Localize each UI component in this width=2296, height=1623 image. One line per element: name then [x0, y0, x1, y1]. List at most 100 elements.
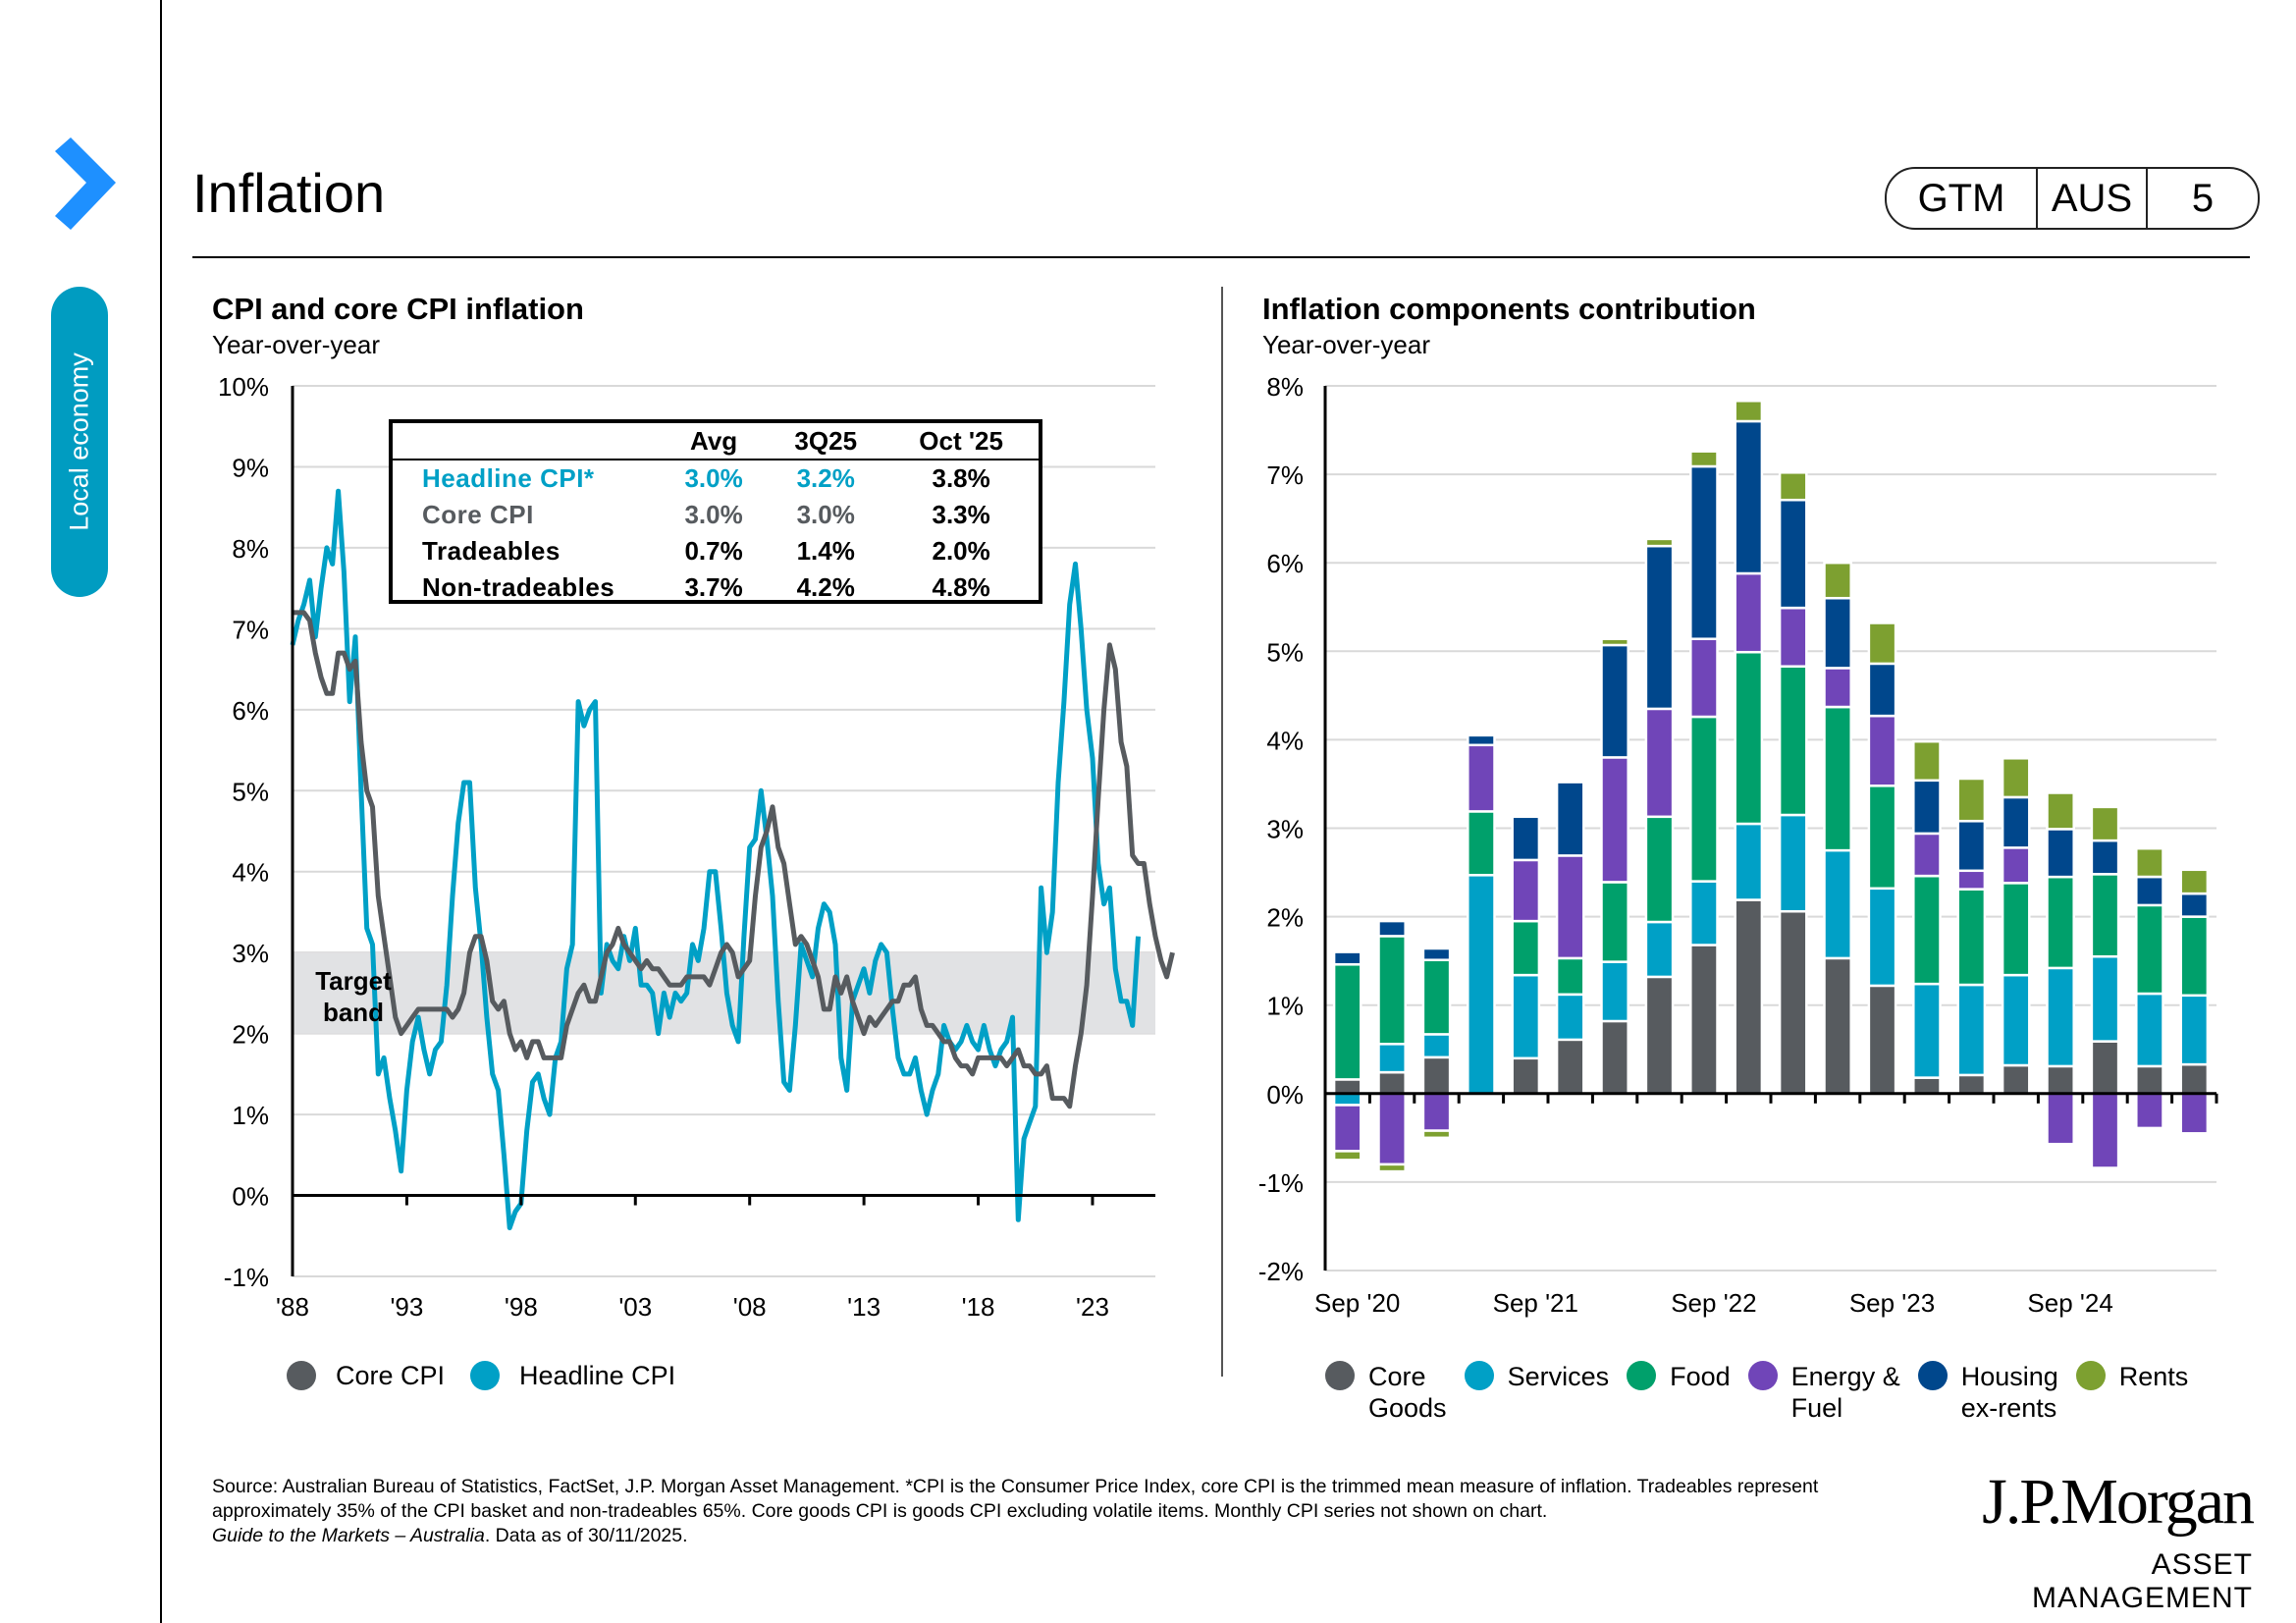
x-axis-labels: '88 '93 '98 '03 '08 '13 '18 '23: [276, 1292, 1109, 1322]
badge-page-number: 5: [2191, 176, 2215, 220]
bar-segment-services: [1555, 993, 1585, 1042]
cell: 2.0%: [932, 536, 990, 566]
chevron-right-icon[interactable]: [39, 137, 128, 236]
bar-segment-services: [1644, 920, 1675, 979]
bar-segment-housing-ex-rents: [1689, 464, 1719, 640]
stats-col-avg: Avg: [660, 423, 769, 460]
bar-segment-services: [1867, 887, 1897, 988]
legend-swatch: [287, 1361, 316, 1390]
section-tab-local-economy[interactable]: Local economy: [51, 287, 108, 597]
bar-segment-food: [1867, 784, 1897, 891]
legend-swatch: [1747, 1361, 1778, 1390]
bar-stack: [1467, 733, 1496, 1096]
bar-segment-food: [1377, 935, 1407, 1046]
bar-stack: [2001, 757, 2031, 1096]
bar-segment-core-goods: [1600, 1019, 1629, 1096]
bar-segment-core-goods: [1332, 1078, 1362, 1096]
legend-item-services: Services: [1464, 1361, 1610, 1392]
left-chart-subtitle: Year-over-year: [212, 330, 381, 359]
bar-segment-food: [1823, 705, 1852, 852]
bar-segment-housing-ex-rents: [1867, 662, 1897, 718]
bar-stack: [1555, 781, 1585, 1096]
row-label: Non-tradeables: [422, 572, 615, 602]
legend-label: Housing ex-rents: [1960, 1362, 2058, 1423]
stats-col-label: [393, 423, 660, 460]
legend-item-housing-ex-rents: Housing ex-rents: [1917, 1361, 2058, 1424]
y-tick-label: 7%: [1266, 460, 1304, 490]
bar-segment-energy-fuel: [1734, 571, 1764, 654]
bar-segment-services: [1734, 822, 1764, 901]
bar-segment-housing-ex-rents: [1912, 779, 1942, 836]
bar-segment-energy-fuel: [1467, 743, 1496, 813]
bar-segment-rents: [2090, 805, 2120, 842]
y-tick-label: 9%: [232, 453, 269, 482]
stats-row-non-tradeables: Non-tradeables 3.7% 4.2% 4.8%: [393, 569, 1039, 606]
bar-segment-energy-fuel: [2090, 1092, 2120, 1169]
chart-divider: [1221, 287, 1223, 1377]
stacked-bars: [1332, 400, 2210, 1173]
bar-segment-housing-ex-rents: [1421, 947, 1452, 961]
bar-stack: [1689, 450, 1719, 1096]
bar-segment-energy-fuel: [1912, 832, 1942, 878]
bar-segment-core-goods: [2001, 1063, 2031, 1096]
axes: [291, 386, 1155, 1276]
bar-segment-services: [1332, 1092, 1362, 1107]
bar-segment-housing-ex-rents: [2090, 839, 2120, 876]
cell: 4.8%: [932, 572, 990, 602]
bar-segment-energy-fuel: [2046, 1092, 2075, 1146]
bar-segment-rents: [1600, 637, 1629, 647]
bar-segment-core-goods: [2090, 1040, 2120, 1096]
guide-note: Guide to the Markets – Australia. Data a…: [212, 1524, 1900, 1548]
bar-segment-services: [2046, 966, 2075, 1068]
bar-segment-core-goods: [1912, 1076, 1942, 1096]
bar-segment-rents: [1912, 739, 1942, 783]
bar-segment-rents: [2001, 757, 2031, 799]
bar-segment-core-goods: [2179, 1062, 2210, 1096]
legend-item-core-cpi: Core CPI: [287, 1361, 445, 1391]
bar-segment-energy-fuel: [1555, 854, 1585, 960]
bar-segment-energy-fuel: [1421, 1092, 1452, 1132]
bar-segment-energy-fuel: [2135, 1092, 2164, 1130]
bar-segment-services: [2135, 992, 2164, 1068]
bar-stack: [1511, 815, 1541, 1096]
bar-segment-housing-ex-rents: [1600, 643, 1629, 759]
bar-segment-food: [1555, 956, 1585, 997]
bar-segment-core-goods: [1778, 909, 1808, 1096]
cell: 3.0%: [684, 463, 743, 493]
bar-stack: [1823, 561, 1852, 1096]
y-tick-label: -1%: [224, 1263, 269, 1292]
bar-segment-services: [1689, 880, 1719, 947]
right-chart-title: Inflation components contribution: [1262, 292, 1756, 326]
bar-segment-food: [1467, 810, 1496, 877]
bar-segment-housing-ex-rents: [1377, 919, 1407, 938]
x-tick-label: '88: [276, 1292, 309, 1322]
bar-segment-energy-fuel: [1644, 707, 1675, 819]
bar-segment-food: [2179, 915, 2210, 998]
y-tick-label: -2%: [1258, 1257, 1304, 1286]
bar-segment-housing-ex-rents: [1956, 820, 1987, 873]
bar-segment-housing-ex-rents: [1644, 544, 1675, 711]
target-band-label: band: [323, 998, 384, 1027]
bar-segment-services: [2001, 973, 2031, 1067]
bar-segment-food: [1511, 919, 1541, 977]
bar-segment-food: [1689, 715, 1719, 883]
bar-segment-energy-fuel: [1956, 869, 1987, 891]
bar-segment-core-goods: [1867, 984, 1897, 1096]
bar-stack: [2090, 805, 2120, 1169]
y-tick-label: 0%: [1266, 1080, 1304, 1109]
stats-row-core: Core CPI 3.0% 3.0% 3.3%: [393, 497, 1039, 533]
bar-stack: [1912, 739, 1942, 1096]
bar-segment-food: [2090, 873, 2120, 958]
bar-segment-services: [1600, 960, 1629, 1023]
y-tick-label: 2%: [232, 1020, 269, 1050]
bar-segment-food: [1734, 650, 1764, 826]
legend-swatch: [2075, 1361, 2106, 1390]
legend-item-headline-cpi: Headline CPI: [470, 1361, 675, 1391]
y-tick-label: 3%: [232, 939, 269, 968]
bar-segment-rents: [2135, 846, 2164, 879]
bar-segment-core-goods: [1956, 1073, 1987, 1096]
bar-segment-services: [1421, 1033, 1452, 1059]
legend-label: Services: [1507, 1362, 1610, 1391]
bar-segment-housing-ex-rents: [1332, 950, 1362, 966]
x-tick-label: '23: [1076, 1292, 1109, 1322]
